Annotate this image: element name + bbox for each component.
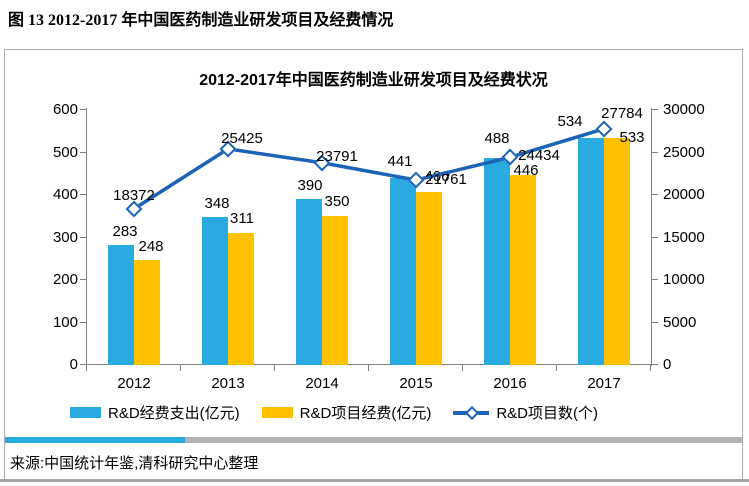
legend-line-marker-icon bbox=[453, 405, 490, 420]
legend: R&D经费支出(亿元) R&D项目经费(亿元) R&D项目数(个) bbox=[70, 402, 598, 423]
legend-label-rd-project-count: R&D项目数(个) bbox=[496, 405, 599, 422]
legend-swatch-yellow bbox=[261, 407, 293, 418]
legend-swatch-blue bbox=[70, 407, 101, 418]
diamond-marker-icon bbox=[465, 405, 480, 420]
legend-label-rd-project-funds: R&D项目经费(亿元) bbox=[299, 405, 432, 422]
chart-title: 2012-2017年中国医药制造业研发项目及经费状况 bbox=[199, 72, 548, 89]
bottom-rule bbox=[0, 479, 749, 482]
divider-rule bbox=[5, 437, 743, 443]
legend-item-rd-project-funds: R&D项目经费(亿元) bbox=[261, 402, 432, 423]
legend-item-rd-project-count: R&D项目数(个) bbox=[453, 402, 598, 423]
divider-blue-segment bbox=[5, 437, 185, 443]
legend-item-rd-expenditure: R&D经费支出(亿元) bbox=[70, 402, 240, 423]
legend-label-rd-expenditure: R&D经费支出(亿元) bbox=[108, 405, 240, 422]
source-note: 来源:中国统计年鉴,清科研究中心整理 bbox=[10, 455, 259, 472]
figure-caption: 图 13 2012-2017 年中国医药制造业研发项目及经费情况 bbox=[8, 12, 394, 29]
